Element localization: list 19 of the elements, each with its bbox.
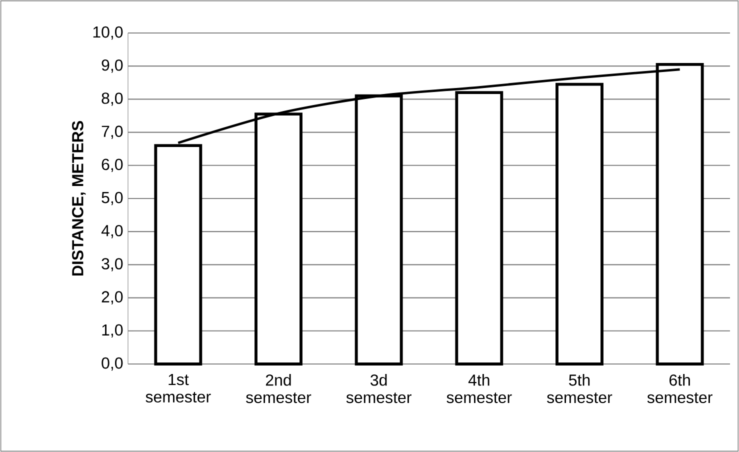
- y-tick-label: 9,0: [102, 59, 123, 73]
- x-tick-label: 5th semester: [547, 374, 612, 404]
- y-tick-label: 2,0: [102, 291, 123, 304]
- x-tick-label: 4th semester: [446, 374, 512, 404]
- x-tick-label: 1st semester: [146, 374, 211, 403]
- y-axis-title: DISTANCE, METERS: [72, 121, 86, 276]
- y-tick-label: 3,0: [102, 258, 123, 272]
- y-tick-label: 8,0: [102, 92, 123, 106]
- y-tick-label: 7,0: [102, 126, 123, 139]
- x-tick-label: 6th semester: [647, 374, 712, 404]
- y-tick-label: 6,0: [102, 158, 123, 172]
- bar: [556, 82, 604, 366]
- x-tick-label: 2nd semester: [246, 374, 312, 404]
- y-tick-label: 0,0: [102, 357, 123, 371]
- y-tick-label: 5,0: [102, 192, 123, 206]
- y-tick-label: 4,0: [101, 224, 123, 238]
- y-tick-label: 1,0: [102, 324, 123, 338]
- y-tick-label: 10,0: [93, 26, 123, 40]
- x-tick-label: 3d semester: [346, 374, 412, 404]
